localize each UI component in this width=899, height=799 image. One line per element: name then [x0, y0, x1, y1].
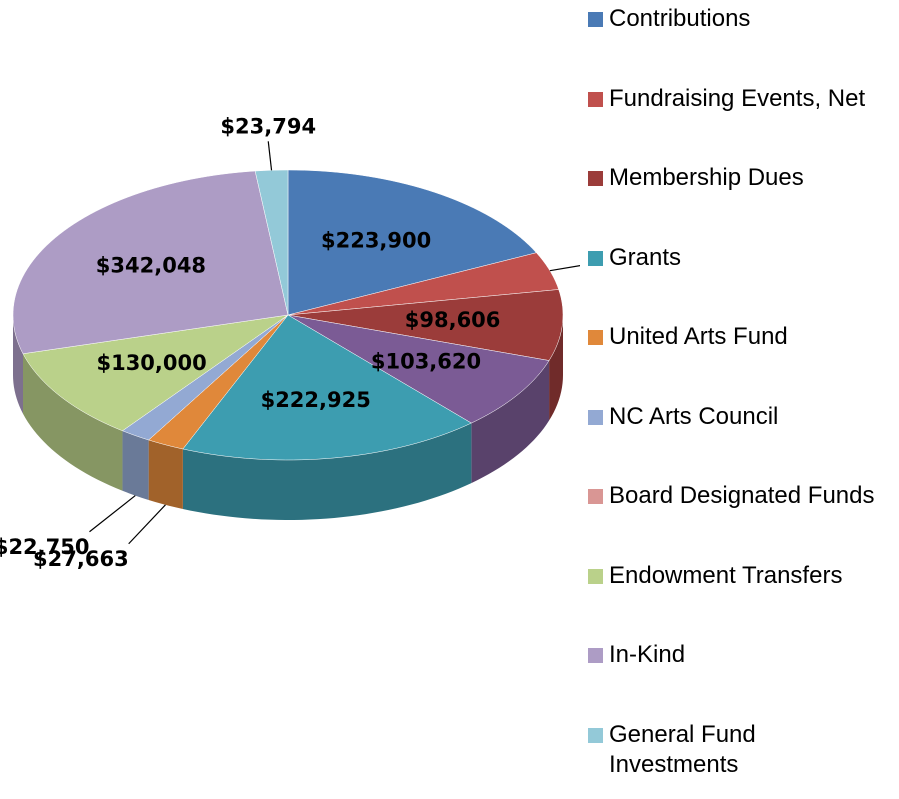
legend-item: United Arts Fund — [588, 322, 893, 402]
legend-swatch — [588, 728, 603, 743]
pie-area: $223,900$53,065$98,606$103,620$222,925$2… — [0, 0, 580, 779]
legend-item: Grants — [588, 243, 893, 323]
legend-swatch — [588, 489, 603, 504]
data-label: $103,620 — [371, 350, 481, 374]
chart: $223,900$53,065$98,606$103,620$222,925$2… — [0, 0, 899, 779]
legend-swatch — [588, 251, 603, 266]
slice-side — [122, 431, 148, 500]
data-label: $222,925 — [261, 388, 371, 412]
data-label: $23,794 — [220, 114, 316, 138]
legend-item: Fundraising Events, Net — [588, 84, 893, 164]
legend: Contributions Fundraising Events, Net Memb… — [588, 4, 893, 799]
legend-swatch — [588, 569, 603, 584]
legend-swatch — [588, 92, 603, 107]
legend-label: Fundraising Events, Net — [609, 84, 865, 114]
slice-side — [149, 440, 183, 509]
legend-label: Contributions — [609, 4, 750, 34]
legend-item: Contributions — [588, 4, 893, 84]
legend-label: United Arts Fund — [609, 322, 788, 352]
leader-line — [89, 496, 135, 532]
leader-line — [129, 505, 166, 544]
legend-item: Board Designated Funds — [588, 481, 893, 561]
legend-item: In-Kind — [588, 640, 893, 720]
data-label: $98,606 — [405, 308, 501, 332]
legend-swatch — [588, 12, 603, 27]
legend-label: Endowment Transfers — [609, 561, 842, 591]
data-label: $223,900 — [321, 228, 431, 252]
legend-swatch — [588, 171, 603, 186]
legend-label: In-Kind — [609, 640, 685, 670]
legend-item: General Fund Investments — [588, 720, 893, 799]
legend-item: Endowment Transfers — [588, 561, 893, 641]
legend-item: NC Arts Council — [588, 402, 893, 482]
legend-item: Membership Dues — [588, 163, 893, 243]
legend-label: NC Arts Council — [609, 402, 778, 432]
legend-label: Membership Dues — [609, 163, 804, 193]
leader-line — [550, 262, 580, 271]
data-label: $130,000 — [96, 351, 206, 375]
leader-line — [268, 141, 271, 170]
data-label: $342,048 — [96, 254, 206, 278]
legend-label: Grants — [609, 243, 681, 273]
data-label: $22,750 — [0, 535, 89, 559]
legend-label: General Fund Investments — [609, 720, 809, 780]
legend-swatch — [588, 410, 603, 425]
legend-swatch — [588, 330, 603, 345]
legend-label: Board Designated Funds — [609, 481, 875, 511]
legend-swatch — [588, 648, 603, 663]
